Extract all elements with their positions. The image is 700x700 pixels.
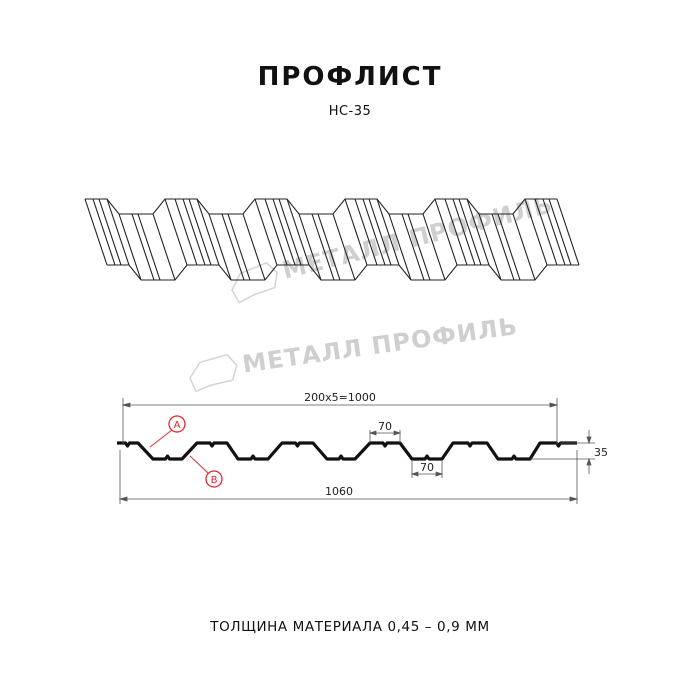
sheet-rib-line [458,198,482,266]
sheet-fold-line [106,198,130,266]
sheet-rib-line [131,213,155,281]
sheet-fold-line [388,213,412,281]
sheet-rib-line [182,198,206,266]
dim-total [118,450,579,504]
dim-trough [410,460,444,478]
sheet-fold-line [84,198,108,266]
sheet-fold-line [208,213,232,281]
sheet-rib-line [221,213,245,281]
sheet-fold-line [118,213,142,281]
sheet-fold-line [286,198,310,266]
dim-height [530,430,595,474]
sheet-fold-line [344,198,368,266]
callout-a: A [149,415,186,448]
watermark-top: МЕТАЛЛ ПРОФИЛЬ [231,190,556,304]
isometric-sheet [84,198,580,281]
sheet-rib-line [278,198,302,266]
dim-pitch-label: 200x5=1000 [304,391,376,404]
sheet-fold-line [422,213,446,281]
cross-section: 200x5=1000 70 70 35 1060 A [117,391,608,504]
material-thickness: ТОЛЩИНА МАТЕРИАЛА 0,45 – 0,9 ММ [210,619,490,635]
sheet-rib-line [92,198,116,266]
sheet-fold-line [298,213,322,281]
sheet-rib-line [188,198,212,266]
logo-icon [231,261,278,304]
sheet-fold-line [196,198,220,266]
sheet-fold-line [242,213,266,281]
sheet-fold-line [466,198,490,266]
profile-line [117,441,577,461]
sheet-fold-line [264,198,288,266]
sheet-fold-line [444,198,468,266]
watermark-text: МЕТАЛЛ ПРОФИЛЬ [280,190,556,284]
sheet-rib-line [227,213,251,281]
sheet-fold-line [254,198,278,266]
sheet-rib-line [491,213,515,281]
dim-height-label: 35 [594,446,608,459]
sheet-rib-line [452,198,476,266]
dim-trough-label: 70 [420,461,434,474]
sheet-fold-line [478,213,502,281]
sheet-rib-line [317,213,341,281]
watermark-text: МЕТАЛЛ ПРОФИЛЬ [241,312,520,378]
sheet-rib-line [98,198,122,266]
sheet-rib-line [401,213,425,281]
page-title: ПРОФЛИСТ [257,62,443,92]
sheet-rib-line [272,198,296,266]
sheet-fold-line [164,198,188,266]
sheet-rib-line [542,198,566,266]
profile-code: НС-35 [328,104,372,119]
watermark-bottom: МЕТАЛЛ ПРОФИЛЬ [189,312,520,393]
sheet-fold-line [174,198,198,266]
sheet-fold-line [556,198,580,266]
sheet-rib-line [368,198,392,266]
sheet-fold-line [534,198,558,266]
dim-ridge [368,430,402,443]
sheet-fold-line [152,213,176,281]
callout-a-label: A [174,420,181,431]
logo-icon [189,353,238,393]
sheet-rib-line [311,213,335,281]
sheet-fold-line [354,198,378,266]
sheet-fold-line [524,198,548,266]
sheet-fold-line [332,213,356,281]
sheet-rib-line [548,198,572,266]
sheet-fold-line [376,198,400,266]
sheet-rib-line [497,213,521,281]
sheet-fold-line [512,213,536,281]
callout-b: B [189,455,223,488]
dim-pitch [121,398,559,445]
dim-total-label: 1060 [325,485,353,498]
sheet-rib-line [362,198,386,266]
sheet-fold-line [434,198,458,266]
callout-b-label: B [211,475,218,486]
dim-ridge-label: 70 [378,420,392,433]
sheet-rib-line [407,213,431,281]
sheet-rib-line [137,213,161,281]
